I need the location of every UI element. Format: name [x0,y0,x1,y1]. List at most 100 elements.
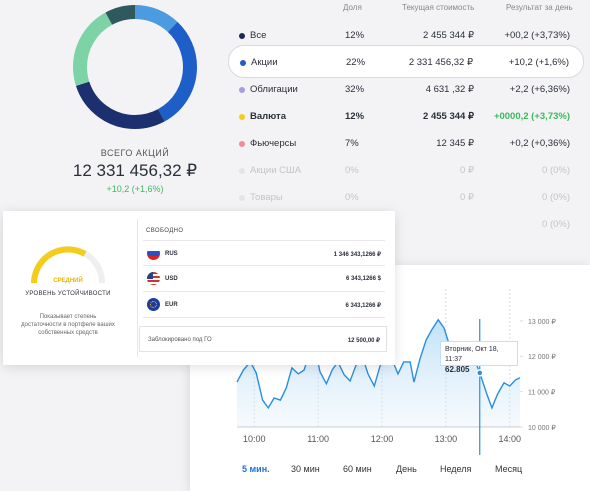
header: Результат за день [506,3,573,12]
cell-result: 0 (0%) [542,165,570,176]
cell-value: 2 455 344 ₽ [423,30,474,41]
cell-result: +0,2 (+0,36%) [509,138,570,149]
cell-share: 0% [345,192,359,203]
free-title: СВОБОДНО [146,228,184,234]
currency: USD [165,276,178,282]
blocked-box: Заблокировано под ГО 12 500,00 ₽ [139,326,387,352]
cell-result: +0000,2 (+3,73%) [493,111,570,122]
stability-caption: УРОВЕНЬ УСТОЙЧИВОСТИ [25,291,111,297]
period-tab[interactable]: День [396,464,417,474]
table-row[interactable]: Облигации 32% 4 631 ,32 ₽ +2,2 (+6,36%) [228,76,584,103]
cell-value: 2 331 456,32 ₽ [408,57,473,68]
row-dot [239,141,245,147]
text-line: Показывает степень [39,314,97,320]
row-dot [239,195,245,201]
cell-share: 0% [345,165,359,176]
donut-segment [73,5,197,129]
x-tick-label: 12:00 [371,434,394,444]
cell-share: 12% [345,30,365,41]
table-row[interactable]: Акции 22% 2 331 456,32 ₽ +10,2 (+1,6%) [228,45,584,78]
cell-name: Валюта [250,111,286,122]
cell-result: 0 (0%) [542,219,570,230]
header: Доля [343,3,362,12]
stability-level: СРЕДНИЙ [53,278,83,284]
y-tick-label: 11 000 ₽ [528,389,556,397]
row-dot [239,114,245,120]
cell-result: +2,2 (+6,36%) [509,84,570,95]
x-tick-label: 10:00 [243,434,266,444]
cell-value: 0 ₽ [460,165,474,176]
x-tick-label: 13:00 [435,434,458,444]
y-tick-label: 13 000 ₽ [528,318,556,326]
cell-result: +10,2 (+1,6%) [508,57,569,68]
cell-result: 0 (0%) [542,192,570,203]
currency: RUS [165,251,178,257]
blocked-amount: 12 500,00 ₽ [347,338,380,344]
y-tick-label: 12 000 ₽ [528,353,556,361]
text-line: собственных средств [38,330,98,336]
currency: EUR [165,302,178,308]
amount: 1 346 343,1266 ₽ [333,252,381,258]
flag [147,272,160,285]
account-row: USD 6 343,1266 $ [143,266,385,292]
cell-share: 22% [346,57,366,68]
donut-segment [73,5,197,129]
table-row[interactable]: Фьючерсы 7% 12 345 ₽ +0,2 (+0,36%) [228,130,584,157]
stability-description: Показывает степень достаточности в портф… [3,313,133,337]
blocked-label: Заблокировано под ГО [148,337,212,343]
cell-value: 12 345 ₽ [436,138,474,149]
amount: 6 343,1266 ₽ [345,303,381,309]
cursor-point [476,369,484,377]
x-tick-label: 14:00 [499,434,522,444]
flag [147,247,160,260]
total-change: +10,2 (+1,6%) [106,184,164,194]
period-tab[interactable]: 30 мин [291,464,320,474]
period-tab[interactable]: 60 мин [343,464,372,474]
tooltip-date: Вторник, Окт 18, 11:37 [445,346,499,363]
cell-name: Товары [250,192,283,203]
row-dot [239,87,245,93]
period-tab[interactable]: Месяц [495,464,523,474]
cell-value: 0 ₽ [460,192,474,203]
table-row[interactable]: Акции США 0% 0 ₽ 0 (0%) [228,157,584,184]
x-tick-label: 11:00 [307,434,329,444]
row-dot [239,168,245,174]
cell-name: Акции США [250,165,302,176]
table-row[interactable]: 0 (0%) [228,211,584,238]
account-row: EUR 6 343,1266 ₽ [143,292,385,318]
cell-name: Акции [251,57,278,68]
flag [147,298,160,311]
account-row: RUS 1 346 343,1266 ₽ [143,240,385,266]
y-tick-label: 10 000 ₽ [528,424,556,432]
gauge [31,246,105,284]
table-row[interactable]: Все 12% 2 455 344 ₽ +00,2 (+3,73%) [228,22,584,49]
stability-card: СРЕДНИЙ УРОВЕНЬ УСТОЙЧИВОСТИ Показывает … [3,211,395,365]
donut-chart [73,5,197,129]
table-row[interactable]: Валюта 12% 2 455 344 ₽ +0000,2 (+3,73%) [228,103,584,130]
cell-result: +00,2 (+3,73%) [504,30,571,41]
cell-name: Фьючерсы [250,138,297,149]
cell-name: Облигации [250,84,298,95]
cell-name: Все [250,30,267,41]
cell-share: 12% [345,111,365,122]
total-label: ВСЕГО АКЦИЙ [100,148,170,158]
cell-share: 7% [345,138,359,149]
period-tab[interactable]: Неделя [440,464,472,474]
row-dot [239,33,245,39]
cell-share: 32% [345,84,365,95]
period-tab[interactable]: 5 мин. [242,464,270,474]
text-line: достаточности в портфеле ваших [21,322,115,328]
row-dot [240,60,246,66]
divider [137,219,138,357]
table-row[interactable]: Товары 0% 0 ₽ 0 (0%) [228,184,584,211]
gauge-fill [31,246,87,284]
tooltip-value: 62.805 [445,365,470,374]
donut-segment [73,5,197,129]
tooltip: Вторник, Окт 18, 11:37 62.805 [440,341,518,374]
cell-value: 2 455 344 ₽ [423,111,474,122]
header: Текущая стоимость [402,3,475,12]
amount: 6 343,1266 $ [345,276,381,282]
cell-value: 4 631 ,32 ₽ [425,84,474,95]
donut-segment [73,5,197,129]
